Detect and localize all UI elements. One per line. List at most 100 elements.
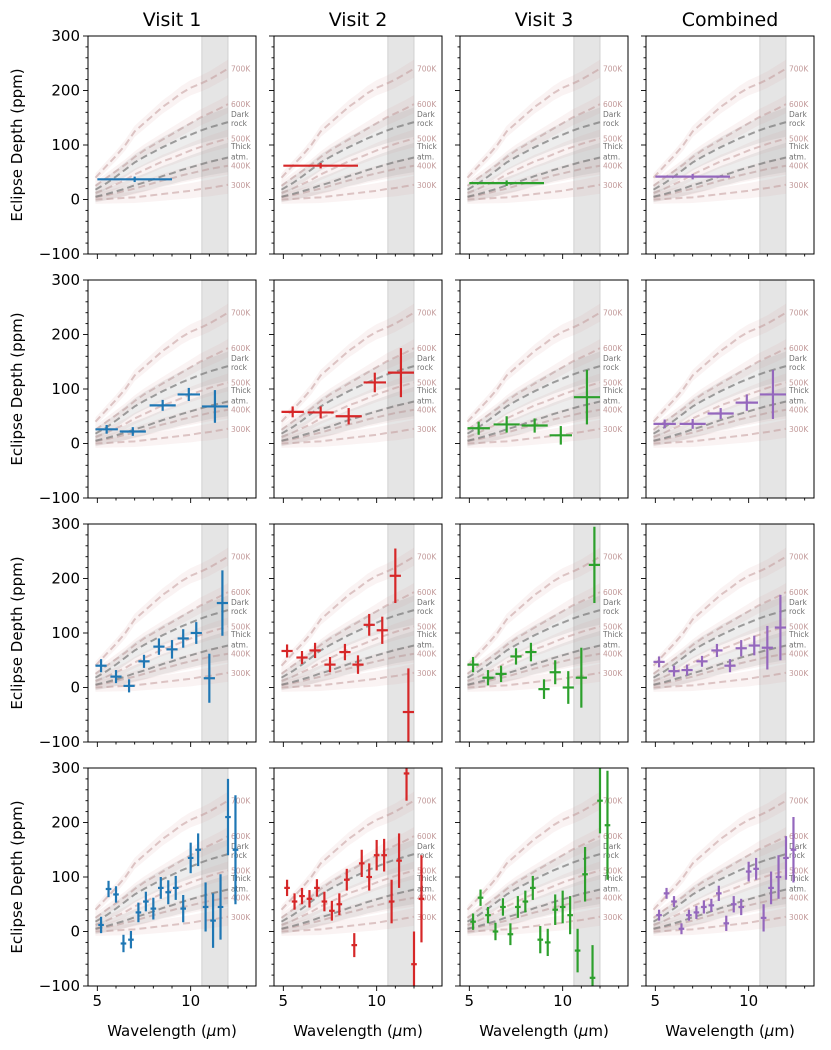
model-band-600K xyxy=(281,339,414,435)
model-label: Dark xyxy=(231,110,249,119)
y-tick-label: −100 xyxy=(39,733,80,751)
data-point-visit3-12 xyxy=(552,894,558,925)
data-point-combined-7 xyxy=(735,640,747,657)
model-band-Dark rock xyxy=(653,595,786,684)
model-band-700K xyxy=(281,303,414,427)
model-label: Dark xyxy=(603,110,621,119)
model-label: Thick xyxy=(602,630,624,639)
model-label: 400K xyxy=(603,406,623,415)
data-point-visit2-10 xyxy=(402,668,414,742)
model-curve-300K xyxy=(95,671,229,689)
model-band-700K xyxy=(95,791,228,915)
model-label: 500K xyxy=(231,622,251,631)
model-label: rock xyxy=(603,363,620,372)
data-point-visit2-1 xyxy=(281,406,304,418)
model-curve-500K xyxy=(281,625,415,682)
data-point-combined-15 xyxy=(760,904,767,932)
data-point-visit2-2 xyxy=(296,650,308,665)
model-label: 500K xyxy=(231,378,251,387)
model-label: 700K xyxy=(231,309,251,318)
model-curve-700K xyxy=(94,799,229,911)
model-label: Thick xyxy=(788,630,810,639)
model-label: 400K xyxy=(231,162,251,171)
model-curve-700K xyxy=(652,311,787,423)
data-point-combined-1 xyxy=(653,419,676,429)
model-band-700K xyxy=(95,547,228,671)
model-curve-600K xyxy=(280,835,415,919)
data-point-visit2-7 xyxy=(363,613,375,636)
data-point-visit2-3 xyxy=(335,408,362,425)
model-band-500K xyxy=(653,129,786,198)
model-curve-Dark rock xyxy=(466,365,601,435)
data-point-visit1-1 xyxy=(97,176,172,183)
data-point-combined-3 xyxy=(681,664,693,676)
model-curve-600K xyxy=(466,103,601,187)
model-label: 400K xyxy=(603,162,623,171)
model-band-Dark rock xyxy=(281,107,414,196)
model-band-Dark rock xyxy=(281,351,414,440)
model-curve-600K xyxy=(94,347,229,431)
column-title-3: Visit 3 xyxy=(515,9,574,31)
model-label: atm. xyxy=(417,152,434,161)
data-point-visit2-5 xyxy=(387,348,414,398)
model-curve-Dark rock xyxy=(466,853,601,923)
data-point-visit1-14 xyxy=(195,833,201,867)
model-label: Dark xyxy=(603,598,621,607)
data-point-visit3-2 xyxy=(482,670,494,686)
model-curve-400K xyxy=(653,408,787,443)
model-label: 300K xyxy=(789,669,809,678)
data-point-visit3-16 xyxy=(582,847,588,902)
model-curve-600K xyxy=(652,103,787,187)
model-label: Dark xyxy=(789,842,807,851)
data-point-visit3-8 xyxy=(522,890,529,913)
model-label: 300K xyxy=(789,913,809,922)
model-label: 700K xyxy=(417,65,437,74)
model-curve-600K xyxy=(94,591,229,675)
data-point-visit2-6 xyxy=(352,655,364,674)
model-curve-400K xyxy=(467,896,601,931)
model-label: Dark xyxy=(789,598,807,607)
model-curve-400K xyxy=(653,896,787,931)
y-axis-label-row-2: Eclipse Depth (ppm) xyxy=(8,312,26,465)
model-curve-300K xyxy=(467,427,601,445)
model-curve-300K xyxy=(281,183,415,201)
model-label: atm. xyxy=(603,884,620,893)
data-point-visit3-4 xyxy=(549,426,572,445)
data-point-visit1-13 xyxy=(187,842,194,874)
data-point-visit2-1 xyxy=(283,162,358,169)
data-point-visit2-5 xyxy=(339,643,351,661)
model-label: 300K xyxy=(417,181,437,190)
model-label: 400K xyxy=(417,162,437,171)
model-curve-Dark rock xyxy=(652,365,787,435)
data-point-visit1-8 xyxy=(150,897,157,920)
model-curve-Dark rock xyxy=(280,121,415,191)
data-point-visit3-6 xyxy=(507,923,514,946)
model-band-600K xyxy=(95,827,228,923)
model-band-600K xyxy=(95,95,228,191)
model-curve-500K xyxy=(467,869,601,926)
model-label: atm. xyxy=(789,640,806,649)
data-point-visit3-8 xyxy=(562,671,574,704)
model-curve-Dark rock xyxy=(94,365,229,435)
y-tick-label: 0 xyxy=(70,679,80,697)
model-label: Dark xyxy=(231,842,249,851)
model-label: 400K xyxy=(789,650,809,659)
model-label: 700K xyxy=(789,553,809,562)
model-label: Dark xyxy=(789,354,807,363)
x-tick-label: 10 xyxy=(181,992,200,1010)
data-point-visit1-3 xyxy=(123,679,135,693)
model-label: 300K xyxy=(231,669,251,678)
data-point-combined-4 xyxy=(678,923,685,935)
data-point-combined-4 xyxy=(696,655,708,667)
model-label: 300K xyxy=(231,425,251,434)
x-axis-label-col-1: Wavelength (μm) xyxy=(107,1022,237,1040)
model-curve-500K xyxy=(95,625,229,682)
model-label: atm. xyxy=(417,396,434,405)
data-point-visit1-5 xyxy=(201,390,228,423)
data-point-visit3-3 xyxy=(521,418,548,433)
y-axis-label-row-1: Eclipse Depth (ppm) xyxy=(8,68,26,221)
